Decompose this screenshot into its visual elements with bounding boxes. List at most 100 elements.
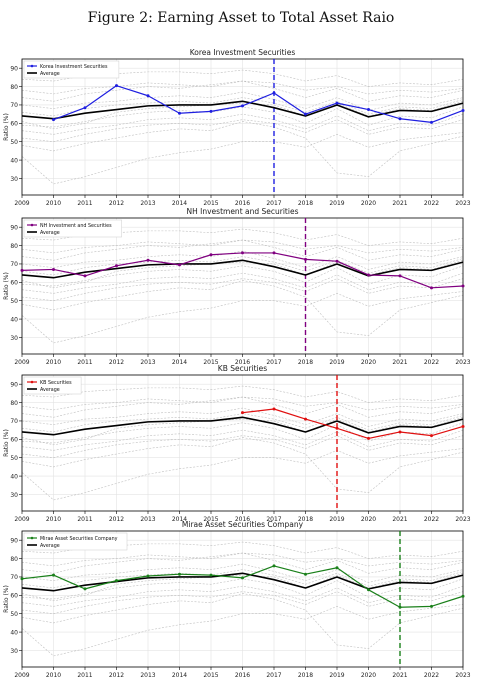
y-tick-label: 50 <box>10 139 18 146</box>
average-line <box>21 416 464 436</box>
legend-swatch-marker <box>30 536 34 540</box>
peer-line <box>21 97 464 117</box>
x-tick-label: 2012 <box>109 200 124 207</box>
company-point <box>241 576 244 580</box>
y-axis-label: Ratio (%) <box>3 113 10 141</box>
chart-panel-3: KB Securities 30 40 50 60 70 80 90 2009 2010 2011 2… <box>0 362 482 524</box>
company-point <box>115 579 118 583</box>
company-point <box>52 267 55 271</box>
company-point <box>209 253 213 257</box>
x-tick-label: 2012 <box>109 359 124 366</box>
peer-line <box>21 407 464 427</box>
company-point <box>367 588 370 592</box>
company-point <box>461 108 465 112</box>
x-tick-label: 2018 <box>298 516 313 523</box>
company-point <box>241 251 244 255</box>
company-point <box>272 407 276 411</box>
y-tick-label: 40 <box>10 629 18 636</box>
peer-line <box>21 121 464 177</box>
y-tick-label: 80 <box>10 556 18 563</box>
y-tick-label: 50 <box>10 611 18 618</box>
company-point <box>304 112 307 116</box>
x-tick-label: 2009 <box>14 200 29 207</box>
x-tick-label: 2020 <box>361 359 376 366</box>
company-point <box>209 109 213 113</box>
peer-line <box>21 250 464 270</box>
company-point <box>52 573 55 577</box>
peer-line <box>21 239 464 261</box>
x-tick-label: 2011 <box>77 672 92 679</box>
company-point <box>20 268 24 272</box>
peer-line <box>21 272 464 294</box>
x-tick-label: 2010 <box>46 200 61 207</box>
company-point <box>83 106 87 110</box>
company-point <box>398 430 402 434</box>
peer-line <box>21 552 464 574</box>
legend-box <box>23 376 82 395</box>
company-point <box>146 258 150 262</box>
legend-entry: NH Investment and Securities <box>40 223 112 229</box>
y-tick-label: 90 <box>10 65 18 72</box>
company-point <box>115 264 118 268</box>
company-point <box>430 286 433 290</box>
y-tick-label: 70 <box>10 418 18 425</box>
company-line <box>53 85 464 124</box>
company-point <box>335 101 339 105</box>
x-tick-label: 2015 <box>203 359 218 366</box>
x-tick-label: 2011 <box>77 516 92 523</box>
company-point <box>461 284 465 288</box>
peer-line <box>21 448 464 501</box>
company-point <box>209 573 213 577</box>
company-point <box>304 417 307 421</box>
peer-line <box>21 280 464 336</box>
peer-line <box>21 416 464 446</box>
peer-line <box>21 437 464 493</box>
legend-entry: Mirae Asset Securities Company <box>40 536 118 542</box>
y-tick-label: 60 <box>10 437 18 444</box>
company-point <box>178 263 181 267</box>
y-tick-label: 40 <box>10 316 18 323</box>
average-line <box>21 259 464 279</box>
x-tick-label: 2017 <box>266 200 281 207</box>
x-tick-label: 2011 <box>77 200 92 207</box>
peer-line <box>21 563 464 583</box>
peer-line <box>21 119 464 143</box>
company-point <box>241 104 244 108</box>
x-tick-label: 2019 <box>329 200 344 207</box>
y-tick-label: 60 <box>10 121 18 128</box>
legend-swatch-marker <box>30 380 34 384</box>
x-tick-label: 2013 <box>140 359 155 366</box>
x-tick-label: 2015 <box>203 672 218 679</box>
y-axis-label: Ratio (%) <box>3 272 10 300</box>
legend-entry: Korea Investment Securities <box>40 64 108 70</box>
company-line <box>242 408 464 440</box>
y-tick-label: 30 <box>10 492 18 499</box>
y-tick-label: 40 <box>10 157 18 164</box>
company-point <box>241 411 244 415</box>
x-tick-label: 2019 <box>329 359 344 366</box>
x-tick-label: 2014 <box>172 516 187 523</box>
company-point <box>335 566 339 570</box>
company-point <box>83 274 87 278</box>
peer-line <box>21 80 464 102</box>
x-tick-label: 2009 <box>14 516 29 523</box>
legend-entry: Average <box>40 71 60 77</box>
x-tick-label: 2023 <box>455 672 470 679</box>
y-tick-label: 90 <box>10 224 18 231</box>
x-tick-label: 2019 <box>329 672 344 679</box>
company-point <box>272 91 276 95</box>
y-tick-label: 30 <box>10 335 18 342</box>
y-tick-label: 50 <box>10 455 18 462</box>
peer-line <box>21 572 464 602</box>
legend-entry: KB Securities <box>40 380 72 386</box>
company-point <box>461 424 465 428</box>
peer-line <box>21 278 464 302</box>
x-tick-label: 2016 <box>235 672 250 679</box>
peer-line <box>21 291 464 344</box>
x-tick-label: 2023 <box>455 200 470 207</box>
peer-line <box>21 91 464 111</box>
x-tick-label: 2013 <box>140 672 155 679</box>
peer-line <box>21 259 464 289</box>
